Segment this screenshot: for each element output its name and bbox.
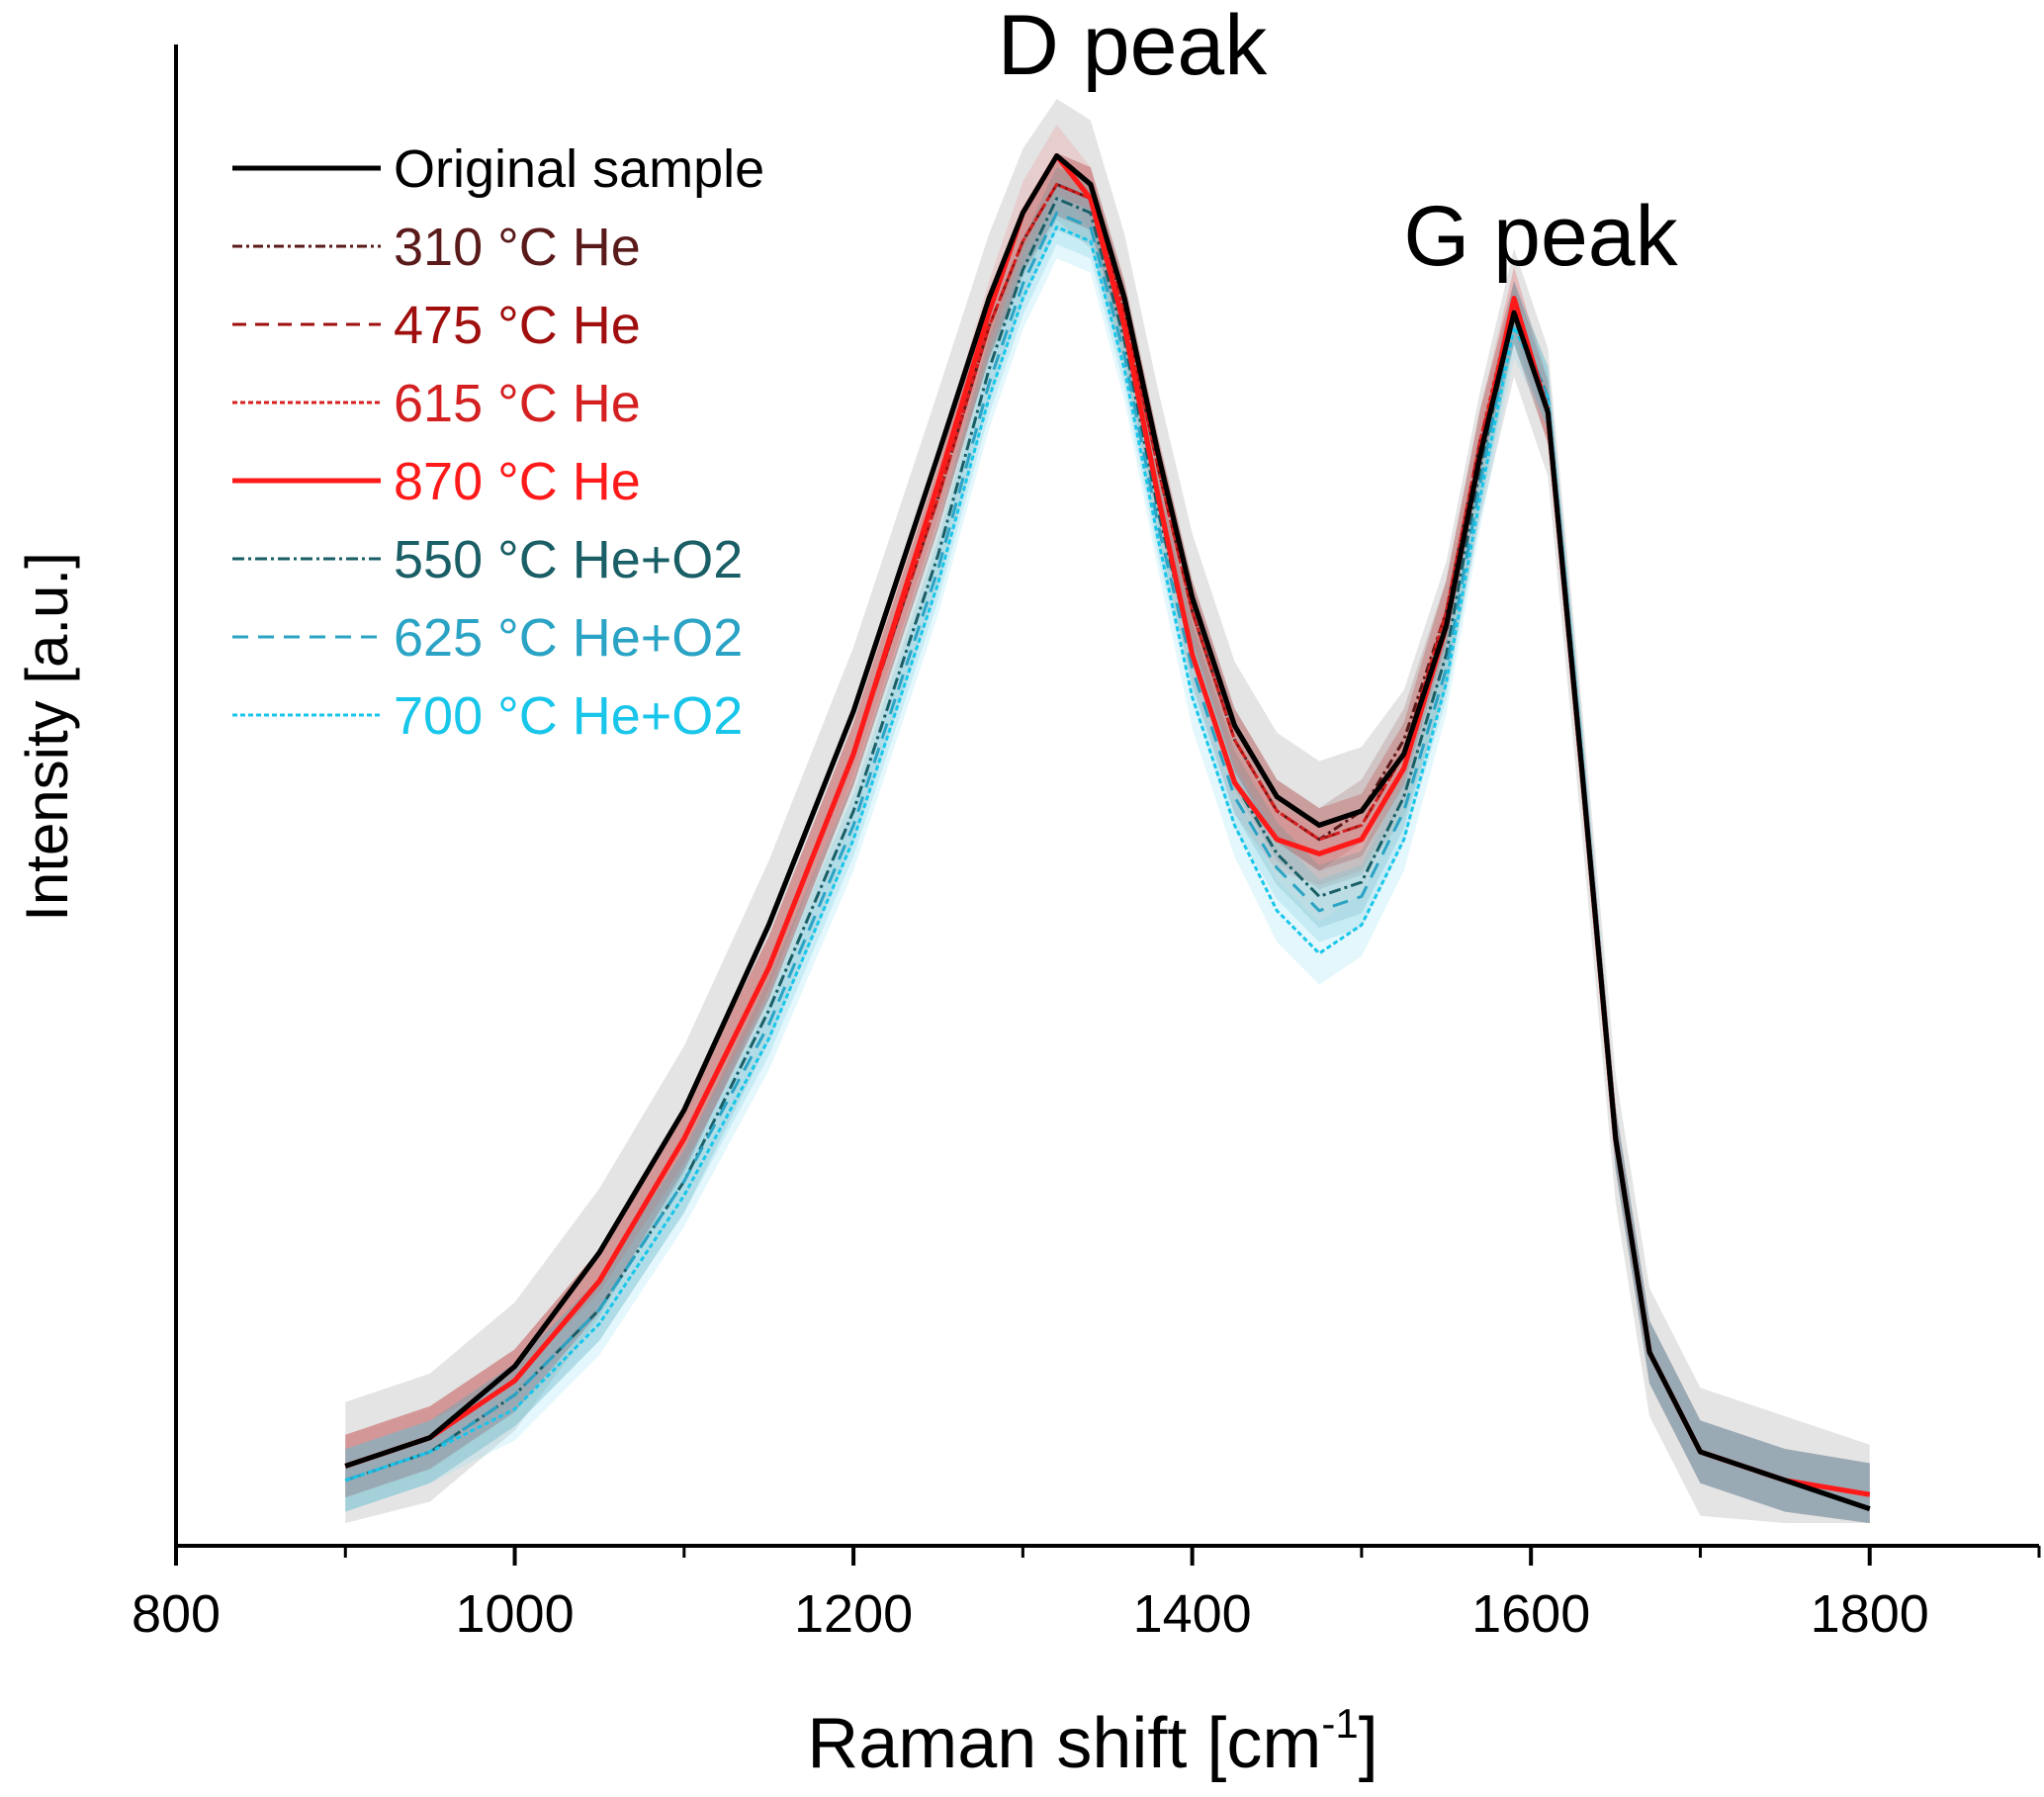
series-lines [344,153,1871,1511]
x-tick-label-1000: 1000 [455,1584,574,1644]
legend-label-615-c-he: 615 °C He [394,374,641,433]
legend-label-original-sample: Original sample [394,139,764,199]
x-axis-label: Raman shift [cm-1] [807,1700,1378,1783]
legend-label-475-c-he: 475 °C He [394,296,641,355]
legend-label-700-c-he-o2: 700 °C He+O2 [394,686,743,746]
y-axis-label: Intensity [a.u.] [14,552,80,922]
legend: Original sample 310 °C He 475 °C He 615 °C … [232,139,764,746]
d-peak-label: D peak [998,0,1268,93]
x-tick-label-1200: 1200 [794,1584,913,1644]
legend-label-550-c-he-o2: 550 °C He+O2 [394,530,743,589]
series-line-625-c-he-o2 [344,211,1870,1496]
x-tick-label-1600: 1600 [1471,1584,1590,1644]
legend-label-625-c-he-o2: 625 °C He+O2 [394,608,743,668]
x-ticks: 800 1000 1200 1400 1600 1800 [132,1546,2041,1644]
legend-label-870-c-he: 870 °C He [394,452,641,511]
x-tick-label-1400: 1400 [1133,1584,1252,1644]
band-625-c-he-o2 [345,181,1870,1523]
band-615-c-he [345,152,1870,1524]
g-peak-label: G peak [1403,189,1678,284]
x-tick-label-1800: 1800 [1811,1584,1929,1644]
legend-label-310-c-he: 310 °C He [394,218,641,277]
x-tick-label-800: 800 [132,1584,221,1644]
band-550-c-he-o2 [345,167,1870,1523]
band-475-c-he [345,152,1870,1524]
axes [174,45,2039,1548]
band-310-c-he [345,152,1870,1524]
series-line-top-original-sample [344,153,1871,1511]
